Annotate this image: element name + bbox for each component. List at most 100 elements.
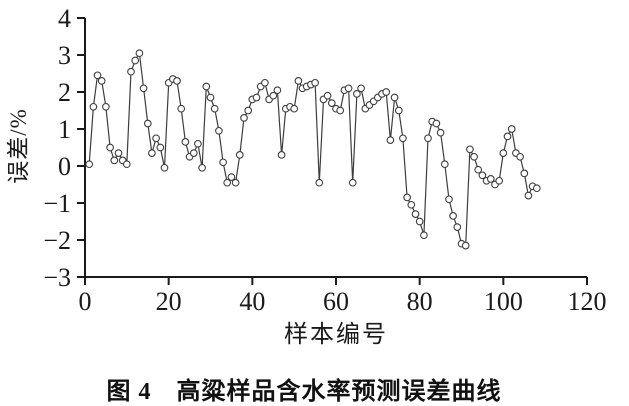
data-point-marker [152,134,160,143]
data-point-marker [466,145,474,154]
x-tick-label: 20 [156,287,182,316]
y-tick-label: 2 [58,78,71,107]
data-point-marker [390,93,399,102]
data-point-marker [131,56,140,65]
data-point-marker [516,152,524,161]
data-point-marker [114,149,123,157]
data-point-marker [432,119,441,128]
data-point-marker [424,134,432,143]
data-point-marker [135,49,144,58]
y-tick-label: −2 [43,226,71,255]
data-point-marker [223,178,232,187]
data-point-marker [290,104,299,113]
data-point-marker [244,106,253,115]
data-point-marker [148,149,156,157]
data-point-marker [156,143,165,152]
data-point-marker [89,102,98,111]
data-point-marker [277,151,286,159]
data-point-marker [198,163,206,172]
data-point-marker [507,125,516,133]
data-point-marker [532,184,541,193]
y-axis-title: 误差/% [6,108,31,184]
data-point-marker [189,149,198,157]
data-point-marker [399,134,407,143]
data-point-marker [93,71,102,80]
data-point-marker [127,67,135,76]
data-point-marker [524,191,533,200]
data-point-marker [323,91,332,100]
y-tick-label: 4 [58,4,71,33]
data-point-marker [315,178,324,187]
data-point-marker [215,126,223,135]
data-point-marker [520,169,529,178]
figure-caption: 图 4 高粱样品含水率预测误差曲线 [106,379,502,405]
data-point-marker [240,114,248,122]
data-point-marker [206,93,215,102]
data-point-marker [420,231,428,240]
data-point-marker [261,78,269,87]
data-point-marker [235,151,244,159]
data-point-marker [407,200,416,209]
data-point-marker [122,160,131,169]
data-point-marker [227,173,236,181]
x-tick-label: 100 [484,287,523,316]
data-point-marker [106,143,114,152]
data-point-marker [499,149,508,157]
data-point-marker [411,210,420,218]
data-point-marker [194,139,202,148]
data-point-marker [382,88,391,96]
data-point-marker [173,77,181,85]
data-point-marker [97,77,106,85]
data-point-marker [294,77,303,85]
x-tick-label: 80 [407,287,433,316]
y-tick-label: 0 [58,152,71,181]
data-point-marker [252,93,261,102]
data-point-marker [344,84,353,93]
data-point-marker [470,152,478,161]
data-point-marker [269,91,278,100]
data-point-marker [415,217,424,226]
data-point-marker [143,119,152,128]
data-point-marker [348,178,357,187]
data-point-marker [231,178,240,187]
x-tick-label: 120 [568,287,607,316]
data-point-marker [357,84,365,93]
data-point-marker [177,104,186,113]
y-tick-label: −3 [43,263,71,292]
y-tick-label: 3 [58,41,71,70]
data-point-marker [327,99,336,107]
data-point-marker [139,84,148,93]
data-point-marker [386,136,395,144]
data-point-marker [436,128,445,137]
data-point-marker [110,156,119,165]
data-point-marker [486,175,495,183]
data-point-marker [449,212,457,220]
data-point-marker [102,102,110,111]
data-point-marker [478,171,487,180]
y-tick-label: −1 [43,189,71,218]
data-point-marker [202,82,211,91]
x-axis-title: 样本编号 [284,322,388,348]
data-point-marker [445,195,453,204]
data-point-marker [181,138,190,146]
data-point-marker [336,106,345,115]
data-point-marker [219,158,227,167]
data-point-marker [210,104,219,113]
data-point-marker [453,223,462,231]
data-point-marker [474,165,483,174]
data-point-marker [353,90,361,98]
y-tick-label: 1 [58,115,71,144]
data-point-marker [311,78,319,87]
data-point-marker [461,241,470,250]
data-point-marker [394,106,403,115]
data-point-marker [495,176,504,185]
data-point-marker [273,86,282,95]
data-point-marker [503,132,512,141]
x-tick-label: 60 [323,287,349,316]
x-tick-label: 0 [79,287,92,316]
x-tick-label: 40 [239,287,265,316]
data-point-marker [160,163,169,172]
data-point-marker [403,193,411,202]
